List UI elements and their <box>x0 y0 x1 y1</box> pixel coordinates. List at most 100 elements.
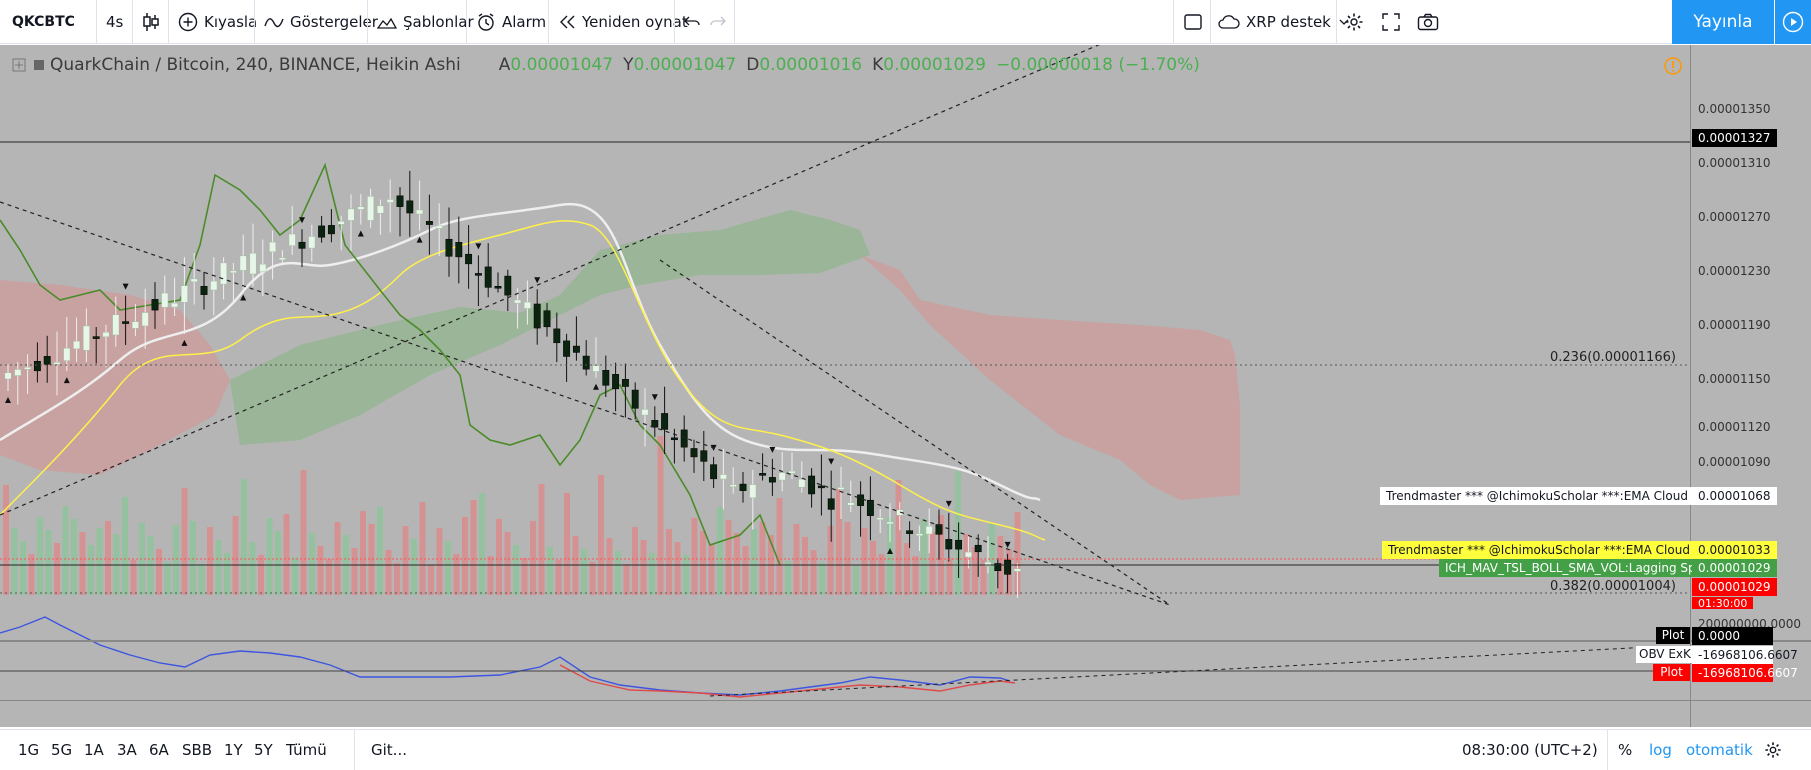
compare-button[interactable]: Kıyasla <box>178 0 257 44</box>
volume-bar <box>181 488 188 595</box>
candle-body <box>239 255 247 271</box>
indicators-button[interactable]: Göstergeler <box>264 0 378 44</box>
candle-body <box>337 221 345 225</box>
price-tick: 0.00001190 <box>1698 318 1771 332</box>
candle-body <box>710 464 718 480</box>
range-button-3a[interactable]: 3A <box>117 741 137 759</box>
candle-body <box>906 530 914 534</box>
range-button-1g[interactable]: 1G <box>18 741 40 759</box>
volume-bar <box>819 563 825 595</box>
candle-body <box>621 379 629 387</box>
alert-button[interactable]: Alarm <box>476 0 546 44</box>
candle-body <box>73 340 81 350</box>
volume-bar <box>190 521 196 595</box>
layout-icon[interactable] <box>1183 0 1203 44</box>
candle-body <box>24 366 32 370</box>
volume-bar <box>224 553 230 595</box>
bullish-cloud <box>230 210 870 445</box>
volume-bar <box>283 514 290 595</box>
candle-body <box>92 336 100 339</box>
candle-body <box>484 266 492 288</box>
volume-bar <box>198 564 205 595</box>
warning-icon[interactable] <box>1663 56 1683 80</box>
candle-body <box>151 299 159 311</box>
high-prefix: Y <box>623 55 634 75</box>
candle-body <box>229 270 237 274</box>
chart-settings-gear-icon[interactable] <box>1764 730 1782 770</box>
replay-icon <box>558 14 576 30</box>
volume-bar <box>105 521 111 595</box>
volume-bar <box>912 556 919 595</box>
price-tick: 0.00001120 <box>1698 420 1771 434</box>
account-dropdown[interactable]: XRP destek <box>1217 0 1349 44</box>
percent-scale-button[interactable]: % <box>1618 741 1633 759</box>
interval-button[interactable]: 4s <box>106 13 124 31</box>
candle-body <box>455 242 463 258</box>
volume-bar <box>513 545 519 595</box>
range-button-5y[interactable]: 5Y <box>254 741 273 759</box>
range-button-6a[interactable]: 6A <box>149 741 169 759</box>
camera-icon[interactable] <box>1417 0 1439 44</box>
auto-scale-button[interactable]: otomatik <box>1686 741 1753 759</box>
low-prefix: D <box>746 55 760 75</box>
volume-bar <box>496 519 502 595</box>
volume-bar <box>504 532 511 595</box>
time-axis[interactable] <box>0 700 1811 727</box>
volume-bar <box>164 562 171 595</box>
volume-bar <box>173 525 179 595</box>
volume-bar <box>317 546 324 595</box>
publish-button[interactable]: Yayınla <box>1672 0 1774 44</box>
play-button[interactable] <box>1775 0 1811 44</box>
range-button-1a[interactable]: 1A <box>84 741 104 759</box>
range-button-sbb[interactable]: SBB <box>182 741 213 759</box>
volume-bar <box>691 518 698 595</box>
volume-bar <box>54 543 60 595</box>
signal-marker <box>651 394 658 401</box>
candle-body <box>994 563 1002 572</box>
volume-bar <box>428 565 434 595</box>
range-button-1y[interactable]: 1Y <box>224 741 243 759</box>
goto-button[interactable]: Git... <box>371 741 407 759</box>
range-button-tümü[interactable]: Tümü <box>286 741 327 759</box>
volume-bar <box>377 507 383 595</box>
ema-short-line <box>0 202 1041 502</box>
compare-label: Kıyasla <box>204 13 258 31</box>
volume-bar <box>929 532 936 595</box>
candle-body <box>602 370 610 386</box>
candle-body <box>494 286 502 289</box>
volume-bar <box>258 555 264 595</box>
high-value: 0.00001047 <box>633 55 737 75</box>
divider <box>367 0 368 44</box>
candle-body <box>396 195 404 207</box>
volume-bar <box>292 557 298 595</box>
price-chart[interactable] <box>0 45 1811 727</box>
volume-bar <box>436 528 443 595</box>
redo-icon[interactable] <box>709 0 727 44</box>
candle-body <box>141 312 149 327</box>
symbol-search[interactable]: QKCBTC <box>12 14 75 30</box>
volume-bar <box>598 475 604 595</box>
clock[interactable]: 08:30:00 (UTC+2) <box>1462 741 1598 759</box>
replay-button[interactable]: Yeniden oynat <box>558 0 688 44</box>
chart-area[interactable]: 0.00001350 0.00001310 0.00001270 0.00001230… <box>0 45 1811 727</box>
undo-icon[interactable] <box>683 0 701 44</box>
legend-collapse-icon[interactable] <box>12 58 26 72</box>
bottom-toolbar: 1G 5G 1A 3A 6A SBB 1Y 5Y Tümü Git... 08:30:00 (U… <box>0 729 1811 770</box>
volume-bar <box>836 489 842 595</box>
obv-signal-line <box>559 664 1016 698</box>
candle-body <box>376 205 384 214</box>
low-value: 0.00001016 <box>759 55 863 75</box>
templates-button[interactable]: Şablonlar <box>377 0 474 44</box>
fullscreen-icon[interactable] <box>1381 0 1401 44</box>
volume-bar <box>419 502 426 595</box>
candles-icon[interactable] <box>142 0 160 44</box>
top-toolbar: QKCBTC 4s Kıyasla Göstergeler Şablonlar … <box>0 0 1811 44</box>
volume-bar <box>402 526 409 595</box>
range-button-5g[interactable]: 5G <box>51 741 73 759</box>
log-scale-button[interactable]: log <box>1649 741 1672 759</box>
ema-cloud-short-value: 0.00001068 <box>1692 487 1777 505</box>
gear-icon[interactable] <box>1344 0 1364 44</box>
volume-bar <box>207 527 213 595</box>
pane-separator[interactable] <box>0 640 1811 642</box>
volume-bar <box>521 558 528 595</box>
